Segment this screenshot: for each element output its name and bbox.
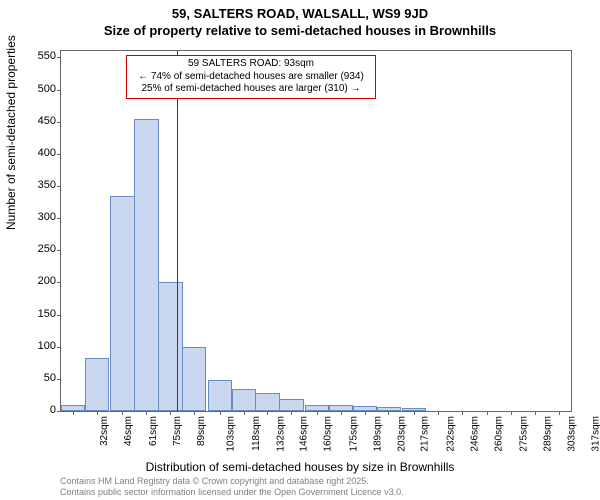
ytick-mark — [57, 57, 61, 58]
ytick-label: 0 — [50, 404, 56, 416]
xtick-label: 189sqm — [372, 416, 383, 452]
xtick-mark — [535, 411, 536, 415]
y-axis-label: Number of semi-detached properties — [4, 35, 18, 230]
histogram-bar — [208, 380, 232, 411]
xtick-label: 160sqm — [323, 416, 334, 452]
ytick-label: 150 — [38, 308, 56, 320]
histogram-bar — [255, 393, 279, 411]
ytick-label: 400 — [38, 147, 56, 159]
x-axis-label: Distribution of semi-detached houses by … — [0, 460, 600, 474]
plot-area: 59 SALTERS ROAD: 93sqm← 74% of semi-deta… — [60, 50, 572, 412]
annotation-line3: 25% of semi-detached houses are larger (… — [131, 83, 371, 96]
xtick-mark — [122, 411, 123, 415]
xtick-mark — [487, 411, 488, 415]
ytick-label: 100 — [38, 340, 56, 352]
footer-line2: Contains public sector information licen… — [60, 487, 404, 498]
xtick-label: 217sqm — [420, 416, 431, 452]
xtick-mark — [341, 411, 342, 415]
chart-container: 59, SALTERS ROAD, WALSALL, WS9 9JD Size … — [0, 0, 600, 500]
xtick-mark — [97, 411, 98, 415]
histogram-bar — [377, 407, 401, 411]
histogram-bar — [305, 405, 329, 411]
ytick-mark — [57, 218, 61, 219]
xtick-label: 317sqm — [591, 416, 600, 452]
xtick-label: 232sqm — [446, 416, 457, 452]
ytick-label: 200 — [38, 275, 56, 287]
histogram-bar — [85, 358, 109, 411]
xtick-label: 260sqm — [493, 416, 504, 452]
ytick-label: 500 — [38, 83, 56, 95]
xtick-label: 32sqm — [99, 416, 110, 446]
xtick-mark — [438, 411, 439, 415]
histogram-bar — [134, 119, 158, 412]
ytick-label: 550 — [38, 50, 56, 62]
xtick-mark — [267, 411, 268, 415]
xtick-mark — [365, 411, 366, 415]
ytick-mark — [57, 347, 61, 348]
xtick-label: 75sqm — [172, 416, 183, 446]
xtick-label: 246sqm — [470, 416, 481, 452]
xtick-label: 303sqm — [567, 416, 578, 452]
histogram-bar — [182, 347, 206, 411]
xtick-label: 132sqm — [275, 416, 286, 452]
ytick-mark — [57, 154, 61, 155]
ytick-mark — [57, 379, 61, 380]
xtick-label: 103sqm — [226, 416, 237, 452]
xtick-mark — [559, 411, 560, 415]
ytick-mark — [57, 90, 61, 91]
xtick-label: 203sqm — [396, 416, 407, 452]
annotation-box: 59 SALTERS ROAD: 93sqm← 74% of semi-deta… — [126, 55, 376, 99]
ytick-label: 250 — [38, 243, 56, 255]
histogram-bar — [110, 196, 134, 411]
xtick-label: 175sqm — [348, 416, 359, 452]
xtick-mark — [146, 411, 147, 415]
reference-line — [177, 51, 178, 411]
histogram-bar — [402, 408, 426, 411]
histogram-bar — [61, 405, 85, 411]
ytick-label: 300 — [38, 211, 56, 223]
chart-title-line1: 59, SALTERS ROAD, WALSALL, WS9 9JD — [0, 0, 600, 23]
ytick-label: 450 — [38, 115, 56, 127]
xtick-label: 61sqm — [148, 416, 159, 446]
ytick-label: 350 — [38, 179, 56, 191]
xtick-label: 146sqm — [299, 416, 310, 452]
xtick-mark — [194, 411, 195, 415]
ytick-label: 50 — [44, 372, 56, 384]
ytick-mark — [57, 315, 61, 316]
xtick-label: 275sqm — [519, 416, 530, 452]
xtick-label: 46sqm — [123, 416, 134, 446]
ytick-mark — [57, 250, 61, 251]
histogram-bar — [232, 389, 256, 412]
xtick-label: 118sqm — [250, 416, 261, 451]
xtick-mark — [220, 411, 221, 415]
xtick-label: 289sqm — [543, 416, 554, 452]
xtick-mark — [317, 411, 318, 415]
ytick-mark — [57, 282, 61, 283]
annotation-line2: ← 74% of semi-detached houses are smalle… — [131, 71, 371, 84]
xtick-mark — [170, 411, 171, 415]
histogram-bar — [279, 399, 303, 411]
footer-attribution: Contains HM Land Registry data © Crown c… — [60, 476, 404, 498]
chart-title-line2: Size of property relative to semi-detach… — [0, 23, 600, 40]
xtick-mark — [414, 411, 415, 415]
histogram-bar — [329, 405, 353, 411]
xtick-mark — [462, 411, 463, 415]
xtick-label: 89sqm — [196, 416, 207, 446]
xtick-mark — [511, 411, 512, 415]
histogram-bar — [353, 406, 377, 411]
histogram-bar — [158, 282, 182, 411]
annotation-line1: 59 SALTERS ROAD: 93sqm — [131, 58, 371, 71]
xtick-mark — [73, 411, 74, 415]
ytick-mark — [57, 186, 61, 187]
footer-line1: Contains HM Land Registry data © Crown c… — [60, 476, 404, 487]
xtick-mark — [291, 411, 292, 415]
xtick-mark — [244, 411, 245, 415]
ytick-mark — [57, 411, 61, 412]
xtick-mark — [388, 411, 389, 415]
ytick-mark — [57, 122, 61, 123]
